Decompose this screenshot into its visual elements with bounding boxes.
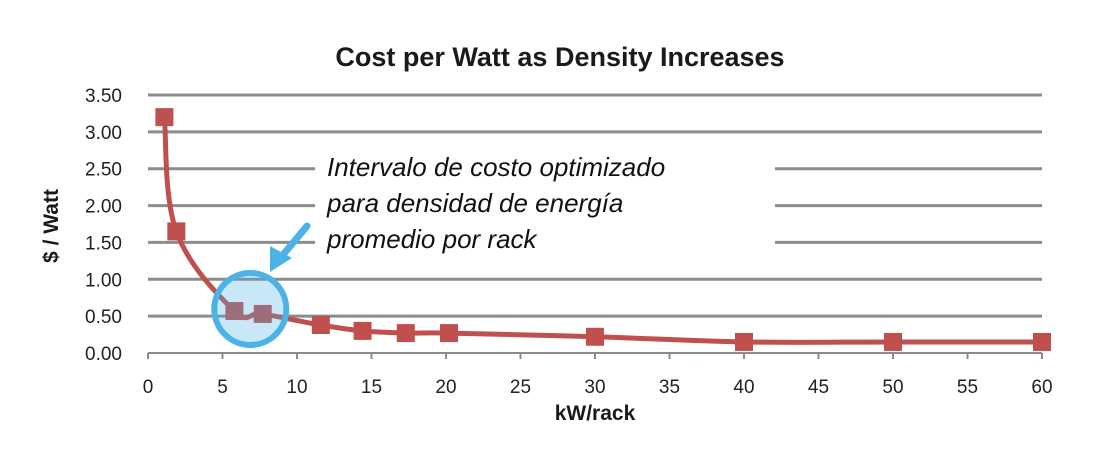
data-point-marker bbox=[155, 108, 174, 127]
data-point-marker bbox=[311, 315, 330, 334]
annotation-background bbox=[315, 150, 775, 262]
data-point-marker bbox=[253, 304, 272, 323]
x-tick-label: 50 bbox=[882, 377, 903, 398]
series-markers bbox=[155, 108, 1051, 351]
highlight-circle bbox=[211, 269, 290, 348]
x-tick-label: 35 bbox=[659, 377, 680, 398]
data-point-marker bbox=[1033, 332, 1051, 351]
x-tick-label: 55 bbox=[957, 377, 978, 398]
y-tick-label: 0.00 bbox=[85, 344, 122, 365]
annotation-line-1: Intervalo de costo optimizado bbox=[327, 152, 665, 182]
x-tick-label: 45 bbox=[808, 377, 829, 398]
data-point-marker bbox=[735, 332, 753, 351]
y-tick-label: 3.00 bbox=[85, 123, 122, 144]
y-tick-label: 1.00 bbox=[85, 270, 122, 291]
data-point-marker bbox=[439, 324, 458, 343]
y-tick-label: 2.50 bbox=[85, 160, 122, 181]
data-point-marker bbox=[167, 222, 186, 241]
annotation-line-2: para densidad de energía bbox=[326, 188, 623, 218]
y-tick-label: 2.00 bbox=[85, 197, 122, 218]
y-axis-label: $ / Watt bbox=[40, 189, 63, 263]
annotation-arrow bbox=[270, 222, 311, 272]
x-axis-label: kW/rack bbox=[555, 402, 636, 425]
data-point-marker bbox=[353, 321, 372, 340]
x-tick-labels: 0 5 10 15 20 25 30 35 40 45 50 55 60 bbox=[143, 353, 1053, 398]
x-tick-label: 30 bbox=[584, 377, 605, 398]
x-tick-label: 25 bbox=[510, 377, 531, 398]
x-tick-label: 20 bbox=[435, 377, 456, 398]
x-tick-label: 5 bbox=[217, 377, 228, 398]
x-tick-label: 40 bbox=[733, 377, 754, 398]
data-point-marker bbox=[225, 301, 244, 320]
x-tick-label: 60 bbox=[1031, 377, 1052, 398]
data-point-marker bbox=[586, 327, 604, 346]
y-tick-label: 0.50 bbox=[85, 307, 122, 328]
y-tick-label: 3.50 bbox=[85, 86, 122, 107]
chart-title: Cost per Watt as Density Increases bbox=[335, 42, 784, 72]
data-point-marker bbox=[396, 324, 415, 343]
x-tick-label: 10 bbox=[286, 377, 307, 398]
y-tick-labels: 0.00 0.50 1.00 1.50 2.00 2.50 3.00 3.50 bbox=[85, 86, 122, 365]
x-tick-label: 15 bbox=[361, 377, 382, 398]
data-point-marker bbox=[884, 332, 902, 351]
annotation-line-3: promedio por rack bbox=[326, 224, 539, 254]
y-tick-label: 1.50 bbox=[85, 233, 122, 254]
x-tick-label: 0 bbox=[143, 377, 154, 398]
